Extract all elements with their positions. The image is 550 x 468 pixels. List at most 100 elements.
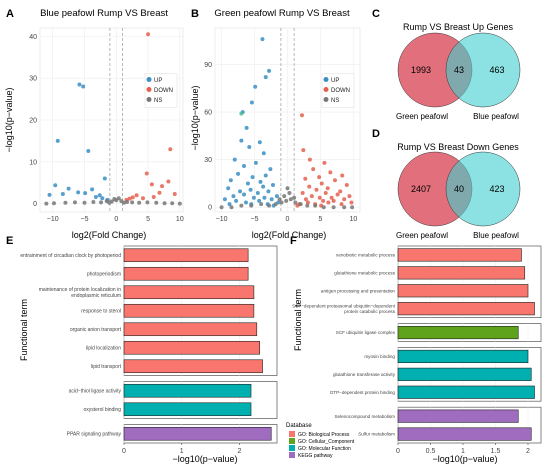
bar-e-bar xyxy=(123,248,249,263)
volcano-b-title: Green peafowl Rump VS Breast xyxy=(214,8,350,19)
panel-label-d: D xyxy=(372,128,380,140)
volcano-b-point-down xyxy=(307,157,312,162)
volcano-a-point-ns xyxy=(116,196,121,201)
legend-label-bp: GO: Biological Process xyxy=(298,432,350,438)
volcano-b-point-up xyxy=(244,125,249,130)
bar-f-term-label: SCF ubiquitin ligase complex xyxy=(336,330,396,335)
bar-e-term-label: photoperiodism xyxy=(87,272,121,278)
volcano-b-point-down xyxy=(323,190,328,195)
volcano-b-xtick-label: 0 xyxy=(286,216,290,223)
volcano-b-point-down xyxy=(338,189,343,194)
volcano-a-xtick-label: −10 xyxy=(47,216,59,223)
volcano-b-point-down xyxy=(349,200,354,205)
panel-label-e: E xyxy=(6,235,13,247)
volcano-b-point-down xyxy=(309,194,314,199)
volcano-a-point-ns xyxy=(72,200,77,205)
volcano-b-point-down xyxy=(303,197,308,202)
volcano-b-point-down xyxy=(317,175,322,180)
volcano-b-ytick-label: 30 xyxy=(204,157,212,164)
volcano-b-point-ns xyxy=(305,203,310,208)
volcano-b-point-down xyxy=(328,170,333,175)
bar-f-ylabel: Functional term xyxy=(293,289,303,351)
bar-f-term-label: xenobiotic metabolic process xyxy=(336,253,396,258)
legend-label-mf: GO: Molecular Function xyxy=(298,446,351,452)
volcano-b-point-down xyxy=(321,198,326,203)
bar-e-xtick-label: 0 xyxy=(122,448,126,455)
volcano-a-point-down xyxy=(130,195,135,200)
bar-e-term-label: organic anion transport xyxy=(70,327,122,333)
volcano-b-point-ns xyxy=(249,203,254,208)
volcano-b-legend-label: DOWN xyxy=(331,88,350,94)
volcano-a-ylabel: −log10(p−value) xyxy=(4,87,14,152)
volcano-b-point-ns xyxy=(321,205,326,210)
volcano-b-point-ns xyxy=(239,203,244,208)
volcano-b-point-up xyxy=(239,138,244,143)
volcano-b-point-up xyxy=(266,189,271,194)
volcano-b-point-down xyxy=(326,200,331,205)
volcano-a-point-down xyxy=(157,190,162,195)
bar-f-xtick-label: 0.5 xyxy=(426,448,436,455)
volcano-b-point-down xyxy=(301,148,306,153)
volcano-b-ytick-label: 0 xyxy=(208,205,212,212)
legend-swatch-cc xyxy=(289,438,295,444)
volcano-a-point-up xyxy=(53,183,58,188)
venn-c-circle-right xyxy=(445,32,521,108)
volcano-b-point-up xyxy=(228,178,233,183)
volcano-b-point-ns xyxy=(313,203,318,208)
volcano-b-point-ns xyxy=(331,205,336,210)
volcano-b-xtick-label: −10 xyxy=(216,216,228,223)
volcano-b-point-down xyxy=(303,176,308,181)
volcano-b-point-ns xyxy=(282,194,287,199)
volcano-b-point-ns xyxy=(285,186,290,191)
volcano-a-point-down xyxy=(160,184,165,189)
volcano-b-point-down xyxy=(311,167,316,172)
volcano-b-point-down xyxy=(319,181,324,186)
volcano-a-point-up xyxy=(93,194,98,199)
volcano-b-point-up xyxy=(238,189,243,194)
volcano-b-point-up xyxy=(242,192,246,197)
bar-f-term-label: Selenocompound metabolism xyxy=(334,414,395,419)
volcano-a-xtick-label: 10 xyxy=(176,216,184,223)
volcano-a-legend-label: DOWN xyxy=(154,88,173,94)
legend-swatch-bp xyxy=(289,431,295,437)
bar-e-xtick-label: 1 xyxy=(180,448,184,455)
volcano-b-point-ns xyxy=(287,190,292,195)
volcano-a-point-ns xyxy=(162,201,167,206)
volcano-a-point-down xyxy=(127,196,132,201)
volcano-b-point-down xyxy=(340,173,345,178)
volcano-a-point-up xyxy=(55,138,60,143)
venn-c-left-set-name: Green peafowl xyxy=(396,112,448,121)
bar-e-ylabel: Functional term xyxy=(19,299,29,361)
bar-e-term-label: endoplasmic reticulum xyxy=(71,293,121,299)
volcano-a-point-ns xyxy=(63,200,68,205)
bar-e-bar xyxy=(123,402,252,417)
volcano-a-point-ns xyxy=(91,199,96,204)
volcano-a-point-up xyxy=(76,190,81,195)
volcano-a-point-up xyxy=(102,176,107,181)
volcano-b-point-ns xyxy=(350,205,355,210)
bar-f-bar xyxy=(397,409,519,423)
volcano-b-point-ns xyxy=(273,202,278,207)
database-legend-title: Database xyxy=(286,423,312,429)
volcano-b-legend-label: NS xyxy=(331,98,339,104)
volcano-b-ytick-label: 60 xyxy=(204,110,212,117)
bar-f-xlabel: −log10(p−value) xyxy=(432,454,497,464)
volcano-b-point-down xyxy=(295,203,300,208)
venn-c-right-count: 463 xyxy=(489,65,504,75)
volcano-b-point-up xyxy=(251,195,256,200)
volcano-b-point-down xyxy=(322,160,327,165)
volcano-b-point-down xyxy=(332,178,337,183)
volcano-a-xtick-label: −5 xyxy=(80,216,88,223)
volcano-b-point-up xyxy=(257,198,262,203)
volcano-b-point-down xyxy=(331,198,336,203)
venn-c-right-set-name: Blue peafowl xyxy=(473,112,519,121)
bar-e-bar xyxy=(123,266,249,281)
volcano-a-ytick-label: 40 xyxy=(29,34,37,41)
volcano-a-point-ns xyxy=(51,201,56,206)
volcano-b-point-up xyxy=(268,167,273,172)
volcano-a-point-ns xyxy=(82,200,87,205)
volcano-a-title: Blue peafowl Rump VS Breast xyxy=(40,8,168,19)
bar-e-bar xyxy=(123,285,255,300)
volcano-a-point-down xyxy=(134,193,139,198)
volcano-b-point-down xyxy=(329,195,334,200)
